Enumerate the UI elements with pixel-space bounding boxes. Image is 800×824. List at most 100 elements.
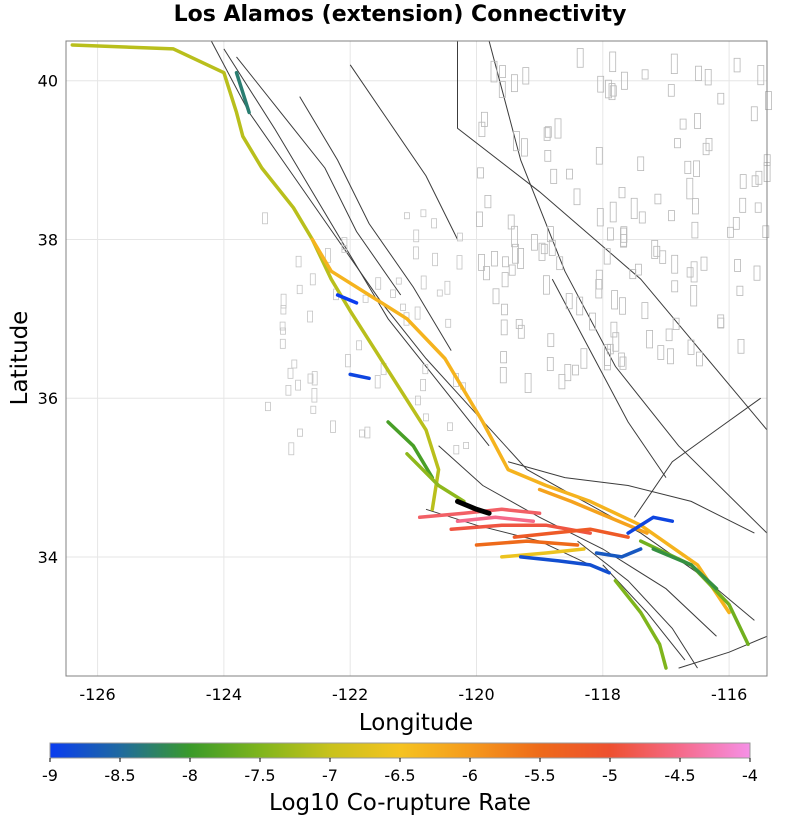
fault-dip-marker	[659, 250, 667, 264]
x-tick-label: -120	[458, 685, 494, 704]
fault-dip-marker	[296, 284, 303, 295]
fault-dip-marker	[667, 348, 674, 365]
fault-dip-marker	[507, 214, 515, 230]
fault-dip-marker	[695, 65, 702, 81]
fault-dip-marker	[420, 378, 427, 392]
fault-dip-marker	[491, 250, 498, 267]
fault-dip-marker	[510, 74, 518, 93]
fault-dip-marker	[456, 255, 463, 270]
fault-dip-marker	[463, 441, 470, 449]
fault-dip-marker	[692, 198, 699, 215]
fault-dip-marker	[279, 321, 286, 331]
fault-dip-marker	[362, 294, 369, 303]
fault-dip-marker	[477, 167, 485, 179]
fault-dip-marker	[307, 373, 314, 384]
fault-dip-marker	[374, 375, 381, 389]
selected-section	[455, 498, 492, 516]
co-rupture-section	[474, 539, 580, 547]
y-tick-label: 34	[38, 548, 58, 567]
fault-dip-marker	[444, 280, 451, 295]
co-rupture-section	[651, 547, 719, 591]
fault-dip-marker	[445, 318, 452, 328]
fault-trace	[236, 56, 402, 296]
colorbar-tick-label: -8.5	[104, 766, 135, 785]
fault-dip-marker	[733, 57, 741, 73]
fault-dip-marker	[478, 121, 486, 138]
colorbar-tick-label: -4	[742, 766, 758, 785]
fault-dip-marker	[456, 232, 463, 242]
fault-dip-marker	[291, 359, 298, 369]
fault-dip-marker	[543, 127, 551, 141]
fault-dip-marker	[646, 329, 653, 349]
plot-frame	[65, 40, 768, 677]
fault-dip-marker	[262, 212, 268, 225]
co-rupture-section	[594, 547, 643, 559]
fault-dip-marker	[400, 303, 406, 311]
colorbar-tick-label: -9	[42, 766, 58, 785]
fault-dip-marker	[612, 332, 620, 352]
fault-dip-marker	[737, 338, 745, 354]
fault-dip-marker	[687, 339, 695, 355]
fault-dip-marker	[589, 312, 596, 331]
fault-dip-marker	[667, 84, 675, 97]
fault-dip-marker	[638, 211, 646, 224]
fault-dip-marker	[576, 48, 584, 68]
co-rupture-section	[537, 487, 649, 535]
fault-dip-marker	[492, 288, 500, 305]
fault-dip-marker	[566, 168, 573, 180]
fault-dip-marker	[548, 239, 556, 256]
fault-dip-marker	[635, 263, 642, 276]
fault-dip-marker	[651, 239, 659, 259]
fault-dip-marker	[668, 210, 675, 222]
fault-dip-marker	[522, 67, 530, 85]
fault-dip-marker	[453, 444, 460, 455]
fault-dip-marker	[279, 338, 286, 349]
fault-dip-marker	[690, 261, 698, 283]
fault-dip-marker	[311, 371, 318, 386]
fault-dip-marker	[447, 422, 453, 431]
fault-dip-marker	[432, 252, 439, 267]
fault-dip-marker	[414, 395, 421, 406]
fault-dip-marker	[538, 242, 546, 261]
fault-traces	[210, 40, 772, 669]
fault-dip-marker	[629, 268, 637, 280]
fault-dip-marker	[739, 197, 747, 213]
fault-dip-marker	[641, 69, 649, 80]
fault-dip-marker	[330, 420, 336, 433]
fault-dip-marker	[739, 174, 747, 189]
colorbar-tick-label: -7.5	[244, 766, 275, 785]
y-tick-label: 36	[38, 389, 58, 408]
co-rupture-section	[348, 372, 371, 381]
x-axis-label: Longitude	[359, 710, 473, 736]
fault-dip-marker	[690, 285, 698, 307]
fault-dip-marker	[500, 319, 508, 336]
fault-dip-marker	[674, 138, 681, 149]
fault-trace	[349, 64, 458, 240]
fault-dip-marker	[630, 197, 638, 220]
fault-dip-marker	[607, 227, 614, 241]
co-rupture-section	[613, 578, 668, 670]
fault-dip-marker	[288, 442, 295, 456]
fault-dip-marker	[390, 289, 396, 298]
fault-trace	[551, 278, 667, 478]
fault-dip-marker	[753, 265, 761, 281]
fault-dip-marker	[517, 324, 525, 339]
fault-dip-marker	[422, 413, 429, 422]
fault-dip-marker	[608, 83, 616, 101]
fault-dip-marker	[420, 275, 427, 290]
fault-dip-marker	[693, 160, 700, 177]
y-axis-ticks: 34 36 38 40	[38, 72, 58, 567]
fault-dip-marker	[501, 303, 508, 316]
fault-dip-marker	[431, 218, 438, 229]
fault-dip-marker	[618, 352, 625, 367]
fault-dip-marker	[356, 340, 363, 351]
fault-dip-marker	[310, 405, 317, 414]
fault-dip-marker	[285, 384, 292, 396]
fault-dip-marker	[765, 91, 772, 111]
fault-dip-marker	[375, 277, 382, 290]
fault-dip-marker	[679, 118, 687, 130]
co-rupture-section	[455, 515, 536, 523]
fault-dip-marker	[637, 156, 645, 171]
fault-dip-marker	[395, 277, 402, 285]
fault-dip-marker	[670, 53, 678, 74]
